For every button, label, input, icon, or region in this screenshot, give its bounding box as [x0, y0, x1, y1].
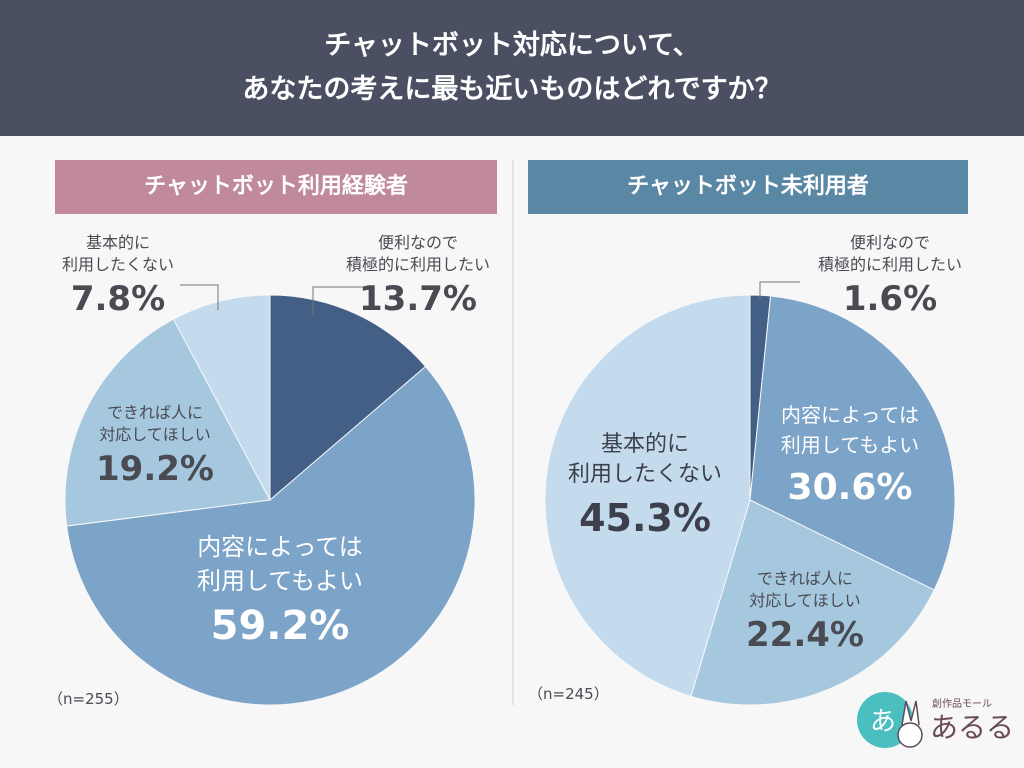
right-label-conditional: 内容によっては 利用してもよい 30.6%	[780, 403, 920, 508]
right-label-dont: 基本的に 利用したくない 45.3%	[567, 432, 722, 540]
left-chart-title: チャットボット利用経験者	[55, 160, 497, 214]
svg-text:あるる: あるる	[930, 711, 1014, 744]
aruru-logo: あ 創作品モール あるる	[850, 685, 1020, 759]
left-label-conditional: 内容によっては 利用してもよい 59.2%	[196, 533, 364, 649]
pie-0-slice-0	[269, 294, 427, 502]
left-n-label: （n=255）	[48, 690, 129, 708]
title-line-1: チャットボット対応について、	[324, 30, 700, 61]
pie-0-slice-1	[66, 365, 476, 706]
right-label-active: 便利なので 積極的に利用したい 1.6%	[817, 233, 962, 319]
pie-1-slice-2	[690, 499, 935, 706]
right-label-human: できれば人に 対応してほしい 22.4%	[746, 569, 864, 655]
right-n-label: （n=245）	[528, 685, 609, 703]
title-line-2: あなたの考えに最も近いものはどれですか？	[242, 74, 782, 105]
pie-1-slice-3	[544, 294, 751, 697]
right-chart-title: チャットボット未利用者	[528, 160, 968, 214]
left-label-dont: 基本的に 利用したくない 7.8%	[61, 233, 174, 319]
pie-0-slice-3	[172, 294, 271, 501]
left-label-active: 便利なので 積極的に利用したい 13.7%	[345, 233, 490, 319]
svg-text:創作品モール: 創作品モール	[932, 698, 992, 710]
left-label-human: できれば人に 対応してほしい 19.2%	[96, 403, 214, 489]
pie-0-slice-2	[64, 318, 271, 527]
svg-text:あ: あ	[870, 707, 896, 737]
leader-right-active	[759, 281, 800, 300]
header: チャットボット対応について、 あなたの考えに最も近いものはどれですか？	[0, 0, 1024, 136]
divider	[512, 160, 514, 705]
pie-1-slice-1	[749, 295, 956, 591]
leader-left-dont	[180, 284, 219, 310]
leader-left-active	[312, 286, 370, 315]
